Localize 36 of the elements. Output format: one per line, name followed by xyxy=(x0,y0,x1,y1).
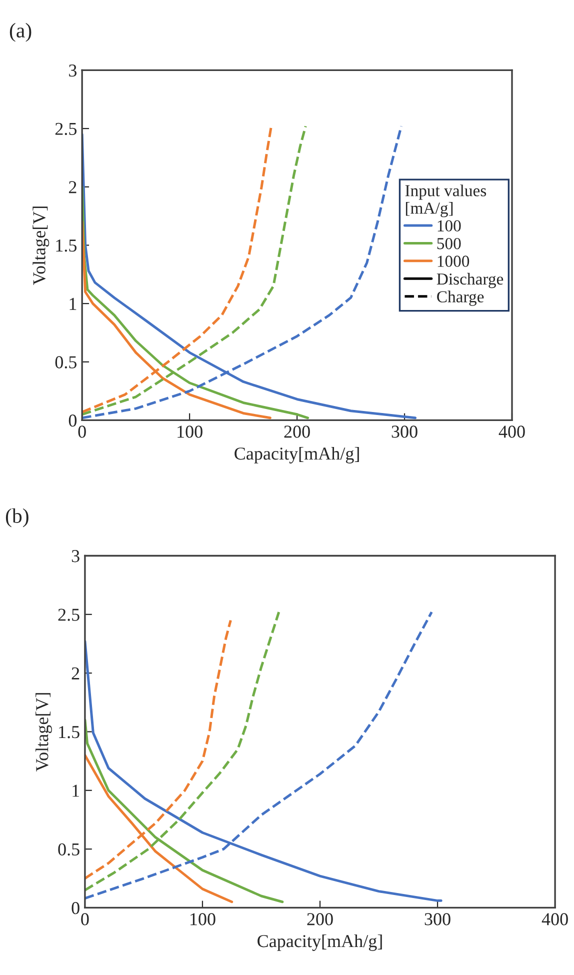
x-axis-title: Capacity[mAh/g] xyxy=(234,447,359,464)
y-tick-label: 0 xyxy=(72,902,80,914)
y-tick-label: 2.5 xyxy=(55,122,77,136)
x-axis-title: Capacity[mAh/g] xyxy=(258,934,382,951)
x-tick-label: 400 xyxy=(498,426,525,438)
legend-label: 100 xyxy=(438,220,461,232)
y-tick-label: 0 xyxy=(68,414,77,427)
chart-title: (a) xyxy=(10,22,32,42)
y-tick-label: 1.5 xyxy=(59,726,80,738)
x-tick-label: 100 xyxy=(178,426,202,438)
chart-title: (b) xyxy=(6,508,28,528)
x-tick-label: 200 xyxy=(307,913,333,926)
y-tick-label: 1 xyxy=(72,784,80,797)
x-tick-label: 300 xyxy=(392,426,418,438)
y-tick-label: 1.5 xyxy=(56,240,77,252)
y-tick-label: 3 xyxy=(72,550,80,562)
y-tick-label: 0.5 xyxy=(58,843,80,856)
x-tick-label: 200 xyxy=(284,426,310,438)
y-tick-label: 1 xyxy=(70,298,76,310)
y-tick-label: 2 xyxy=(72,667,80,680)
y-tick-label: 2.5 xyxy=(58,608,80,621)
y-tick-label: 2 xyxy=(68,181,76,194)
legend-label: 500 xyxy=(437,238,461,250)
y-axis-title: Voltage[V] xyxy=(32,206,50,285)
legend-label: Discharge xyxy=(436,272,504,288)
line-series xyxy=(82,124,307,416)
x-tick-label: 300 xyxy=(424,913,450,926)
y-axis-title: Voltage[V] xyxy=(36,693,52,772)
legend-title: Input values [mA/g] xyxy=(405,184,486,218)
y-tick-label: 0.5 xyxy=(55,356,77,368)
x-tick-label: 0 xyxy=(81,913,89,926)
legend-label: 1000 xyxy=(438,256,470,267)
x-tick-label: 400 xyxy=(542,913,568,926)
x-tick-label: 100 xyxy=(190,913,216,926)
y-tick-label: 3 xyxy=(69,64,77,77)
legend-label: Charge xyxy=(437,290,484,306)
